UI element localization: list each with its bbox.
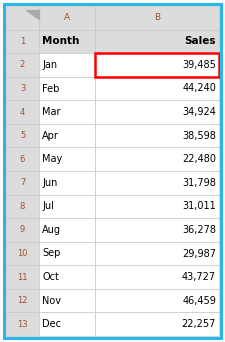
Text: 1: 1 <box>20 37 25 46</box>
Text: 10: 10 <box>17 249 28 258</box>
Text: 34,924: 34,924 <box>182 107 216 117</box>
Text: 12: 12 <box>17 296 28 305</box>
Text: Month: Month <box>42 36 79 47</box>
Text: 36,278: 36,278 <box>182 225 216 235</box>
Bar <box>95 6 219 29</box>
Bar <box>39 6 95 29</box>
Bar <box>39 265 95 289</box>
Bar <box>6 6 39 29</box>
Text: 22,257: 22,257 <box>182 319 216 329</box>
Text: 38,598: 38,598 <box>182 131 216 141</box>
Bar <box>95 147 219 171</box>
Text: 8: 8 <box>20 202 25 211</box>
Text: Aug: Aug <box>42 225 61 235</box>
Text: Sales: Sales <box>184 36 216 47</box>
Bar <box>6 242 39 265</box>
Text: Jun: Jun <box>42 178 57 188</box>
Bar <box>6 195 39 218</box>
Bar <box>95 242 219 265</box>
Bar <box>39 100 95 124</box>
Bar <box>95 265 219 289</box>
Text: 31,011: 31,011 <box>182 201 216 211</box>
Text: 5: 5 <box>20 131 25 140</box>
Bar <box>39 147 95 171</box>
Bar <box>39 218 95 242</box>
Bar <box>39 53 95 77</box>
Text: Mar: Mar <box>42 107 61 117</box>
Text: Sep: Sep <box>42 249 60 259</box>
Text: 31,798: 31,798 <box>182 178 216 188</box>
Bar <box>95 313 219 336</box>
Text: 11: 11 <box>17 273 28 281</box>
Text: B: B <box>154 13 160 22</box>
Text: 3: 3 <box>20 84 25 93</box>
Bar <box>6 313 39 336</box>
Text: 43,727: 43,727 <box>182 272 216 282</box>
Bar <box>95 124 219 147</box>
Bar <box>95 100 219 124</box>
Bar <box>39 124 95 147</box>
Text: Dec: Dec <box>42 319 61 329</box>
Bar <box>6 100 39 124</box>
Bar <box>6 147 39 171</box>
Text: Feb: Feb <box>42 83 59 93</box>
Text: 7: 7 <box>20 178 25 187</box>
Text: 9: 9 <box>20 225 25 234</box>
Text: 22,480: 22,480 <box>182 154 216 164</box>
Bar <box>6 53 39 77</box>
Text: 6: 6 <box>20 155 25 164</box>
Bar <box>95 218 219 242</box>
Bar <box>95 171 219 195</box>
Bar <box>95 53 219 77</box>
Bar <box>95 195 219 218</box>
Bar <box>39 195 95 218</box>
Bar <box>39 289 95 313</box>
Bar <box>6 171 39 195</box>
Bar <box>95 289 219 313</box>
Text: 4: 4 <box>20 108 25 117</box>
Bar <box>6 77 39 100</box>
Bar <box>95 53 219 77</box>
Text: May: May <box>42 154 62 164</box>
Text: 2: 2 <box>20 61 25 69</box>
Text: A: A <box>64 13 70 22</box>
Bar <box>39 29 95 53</box>
Text: Jan: Jan <box>42 60 57 70</box>
Bar <box>95 29 219 53</box>
Bar <box>39 313 95 336</box>
Polygon shape <box>26 10 39 18</box>
Text: 46,459: 46,459 <box>182 295 216 306</box>
Bar <box>39 242 95 265</box>
Bar <box>39 77 95 100</box>
Bar <box>6 218 39 242</box>
Text: 39,485: 39,485 <box>182 60 216 70</box>
Text: Apr: Apr <box>42 131 59 141</box>
Bar <box>6 265 39 289</box>
Bar <box>6 124 39 147</box>
Bar <box>6 289 39 313</box>
Text: Oct: Oct <box>42 272 59 282</box>
Text: Nov: Nov <box>42 295 61 306</box>
Text: 44,240: 44,240 <box>182 83 216 93</box>
Text: Jul: Jul <box>42 201 54 211</box>
Bar <box>39 171 95 195</box>
Bar <box>95 77 219 100</box>
Text: 13: 13 <box>17 320 28 329</box>
Bar <box>6 29 39 53</box>
Text: 29,987: 29,987 <box>182 249 216 259</box>
